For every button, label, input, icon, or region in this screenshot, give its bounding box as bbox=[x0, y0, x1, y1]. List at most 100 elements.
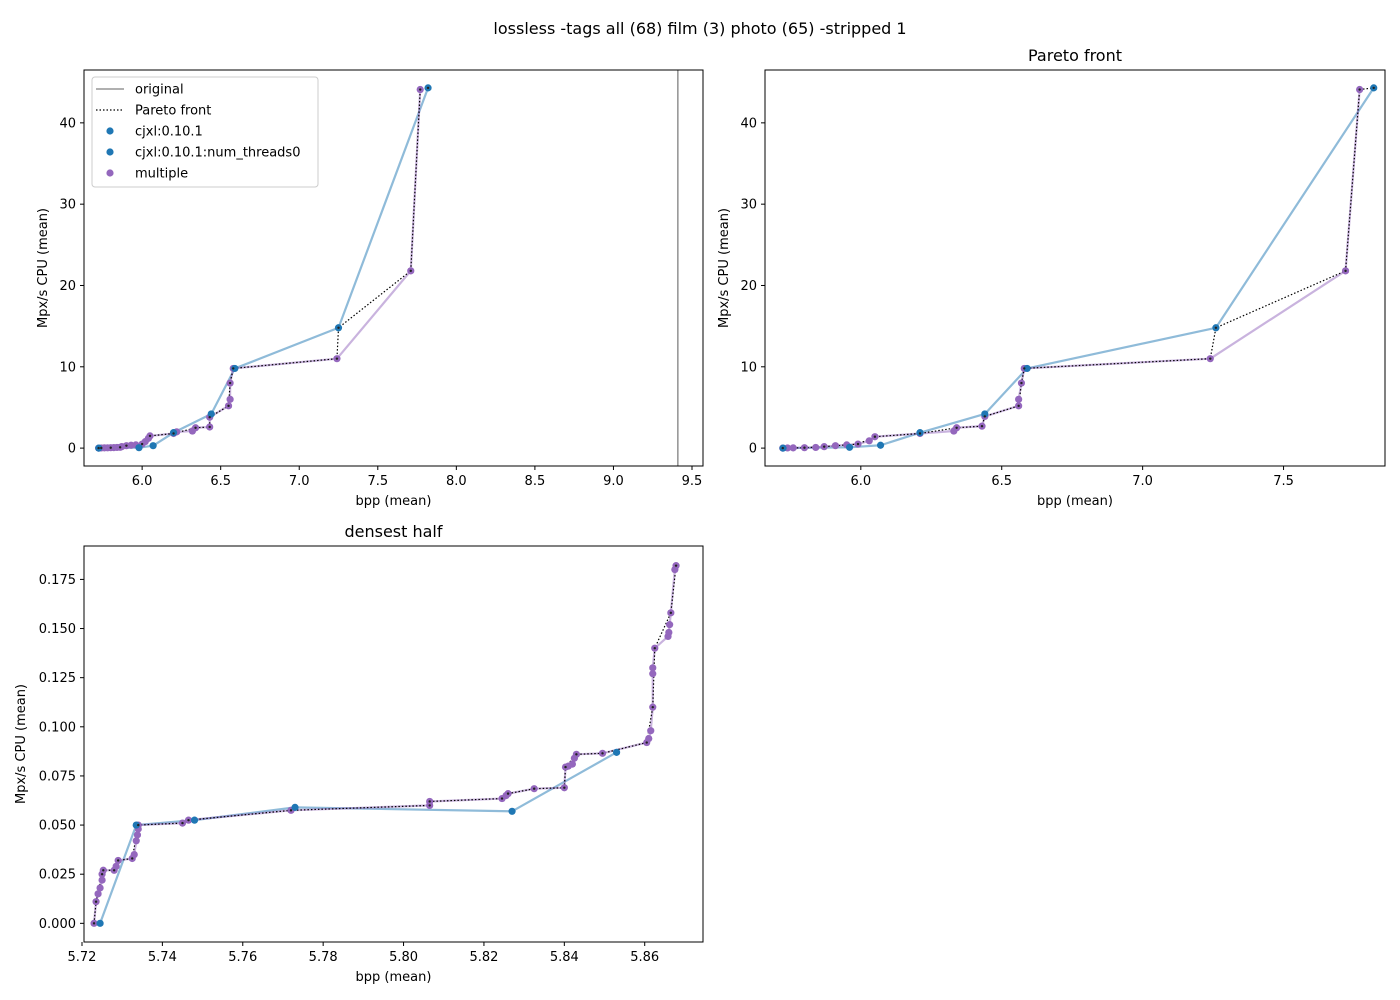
data-point-multiple bbox=[649, 664, 657, 672]
y-axis-label: Mpx/s CPU (mean) bbox=[14, 684, 29, 804]
data-point-multiple bbox=[133, 831, 142, 839]
data-point-multiple bbox=[789, 444, 797, 452]
y-tick-label: 0 bbox=[68, 442, 76, 457]
pareto-point bbox=[1020, 381, 1023, 385]
series-line-multiple bbox=[92, 565, 678, 924]
y-tick-label: 0.050 bbox=[39, 819, 76, 834]
pareto-point bbox=[564, 765, 567, 769]
pareto-point bbox=[1023, 367, 1026, 370]
data-point-multiple bbox=[645, 735, 653, 743]
axes-frame bbox=[83, 545, 704, 943]
pareto-point bbox=[112, 869, 116, 872]
pareto-point bbox=[94, 900, 98, 903]
pareto-point bbox=[194, 426, 197, 429]
pareto-point bbox=[651, 705, 654, 709]
series-line-multiple bbox=[782, 89, 1361, 450]
x-tick-label: 6.5 bbox=[991, 474, 1012, 489]
data-point-multiple bbox=[568, 760, 576, 768]
pareto-point bbox=[822, 445, 826, 448]
pareto-point bbox=[856, 442, 860, 446]
pareto-point bbox=[674, 564, 678, 567]
pareto-point bbox=[1372, 86, 1375, 90]
pareto-point bbox=[289, 809, 293, 812]
y-tick-label: 20 bbox=[59, 279, 76, 294]
x-tick-label: 7.5 bbox=[1273, 474, 1294, 489]
x-tick-label: 6.5 bbox=[210, 474, 231, 489]
x-tick-label: 5.72 bbox=[68, 950, 97, 965]
legend-label: cjxl:0.10.1:num_threads0 bbox=[135, 146, 300, 161]
plot-area bbox=[95, 70, 679, 466]
data-point-cjxl-0-10-1 bbox=[291, 803, 299, 811]
x-tick-label: 8.5 bbox=[525, 474, 546, 489]
x-tick-label: 5.74 bbox=[148, 950, 177, 965]
pareto-point bbox=[918, 432, 922, 435]
y-tick-label: 0.000 bbox=[39, 917, 76, 932]
pareto-point bbox=[208, 416, 211, 419]
pareto-point bbox=[131, 857, 134, 860]
data-point-cjxl-0-10-1 bbox=[132, 821, 140, 829]
y-tick-label: 20 bbox=[740, 279, 757, 294]
panel-title: densest half bbox=[344, 522, 442, 541]
y-tick-label: 0.075 bbox=[39, 769, 76, 784]
legend-label: original bbox=[135, 83, 184, 98]
pareto-point bbox=[980, 424, 984, 428]
data-point-multiple bbox=[130, 850, 138, 859]
pareto-point bbox=[137, 823, 140, 827]
pareto-point bbox=[102, 869, 105, 872]
pareto-point bbox=[563, 786, 566, 789]
pareto-point bbox=[1358, 88, 1361, 91]
pareto-point bbox=[803, 446, 806, 449]
data-point-multiple bbox=[98, 876, 106, 884]
pareto-point bbox=[419, 88, 422, 91]
data-point-cjxl-0-10-1 bbox=[231, 364, 239, 373]
legend-swatch bbox=[106, 148, 114, 156]
x-tick-label: 5.80 bbox=[389, 950, 418, 965]
legend: original Pareto front cjxl:0.10.1 cjxl:0.10… bbox=[91, 76, 319, 188]
y-tick-label: 0.025 bbox=[39, 868, 76, 883]
pareto-point bbox=[100, 873, 104, 876]
x-tick-label: 9.0 bbox=[603, 474, 624, 489]
y-axis-label: Mpx/s CPU (mean) bbox=[717, 208, 732, 328]
pareto-point bbox=[116, 859, 120, 862]
y-tick-label: 40 bbox=[740, 116, 757, 131]
pareto-point bbox=[125, 444, 128, 447]
data-point-multiple bbox=[812, 443, 820, 452]
x-tick-label: 7.0 bbox=[1132, 474, 1153, 489]
legend-label: multiple bbox=[135, 167, 188, 182]
data-point-multiple bbox=[226, 395, 234, 403]
x-tick-label: 5.84 bbox=[550, 950, 579, 965]
data-point-multiple bbox=[865, 437, 873, 445]
data-point-cjxl-0-10-1 bbox=[149, 442, 157, 450]
y-tick-label: 30 bbox=[740, 198, 757, 213]
data-point-multiple bbox=[94, 890, 102, 898]
pareto-point bbox=[781, 446, 784, 450]
legend-label: Pareto front bbox=[135, 104, 211, 119]
legend-box bbox=[91, 76, 319, 188]
data-point-cjxl-0-10-1 bbox=[508, 807, 516, 815]
pareto-point bbox=[955, 426, 958, 429]
axes-frame bbox=[83, 69, 704, 467]
plot-area bbox=[90, 562, 680, 927]
pareto-point bbox=[140, 442, 144, 446]
pareto-point bbox=[227, 404, 230, 408]
data-point-multiple bbox=[647, 727, 655, 735]
pareto-point bbox=[532, 787, 536, 790]
chart-panel-densest-half: densest half 5.72 5.74 5.76 5.78 5.80 5.82 5.84… bbox=[14, 522, 704, 985]
data-point-cjxl-0-10-1 bbox=[190, 816, 199, 824]
x-tick-label: 8.0 bbox=[446, 474, 467, 489]
pareto-point bbox=[92, 922, 96, 925]
y-tick-label: 0.100 bbox=[39, 720, 76, 735]
figure-title: lossless -tags all (68) film (3) photo (… bbox=[493, 19, 906, 38]
y-tick-label: 0.150 bbox=[39, 622, 76, 637]
chart-panel-all: 6.0 6.5 7.0 7.5 8.0 8.5 9.0 9.5 0 10 20 30 40 bpp (me… bbox=[36, 69, 704, 509]
data-point-multiple bbox=[132, 837, 140, 845]
pareto-point bbox=[873, 435, 877, 438]
legend-swatch bbox=[106, 169, 114, 177]
data-point-cjxl-0-10-1 bbox=[1023, 364, 1031, 373]
data-point-multiple bbox=[665, 628, 673, 637]
pareto-point bbox=[109, 446, 112, 449]
x-axis-label: bpp (mean) bbox=[1037, 494, 1113, 509]
series-line-cjxl-0-10-1 bbox=[783, 87, 1375, 450]
data-point-multiple bbox=[1015, 395, 1023, 403]
